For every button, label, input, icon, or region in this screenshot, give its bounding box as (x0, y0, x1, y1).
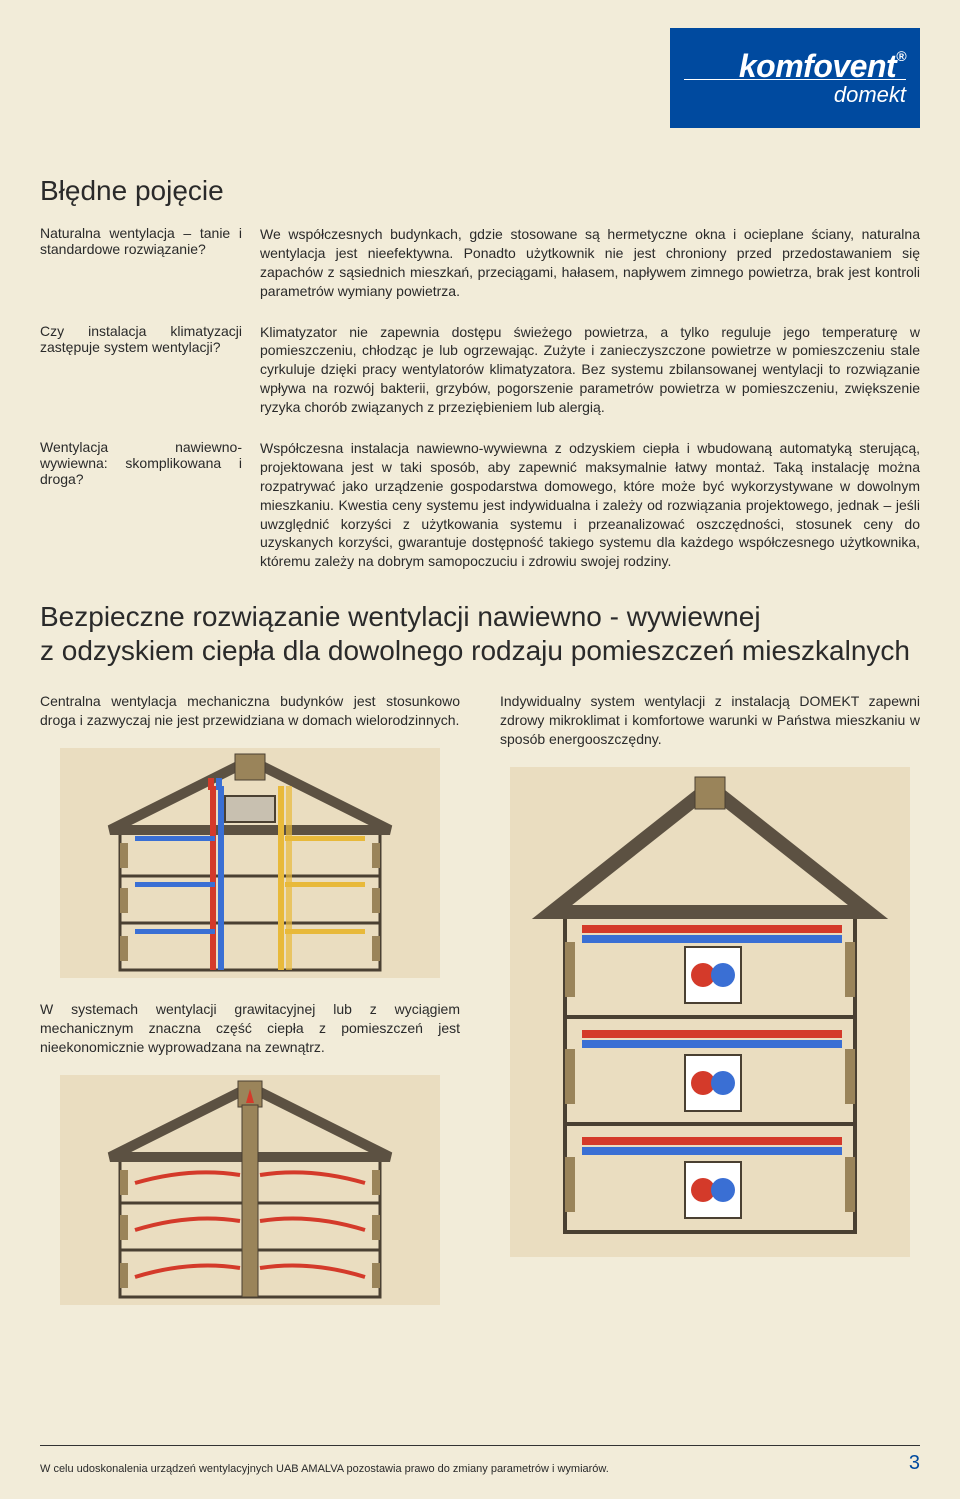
section2: Bezpieczne rozwiązanie wentylacji nawiew… (40, 601, 920, 1304)
logo-reg: ® (896, 48, 906, 64)
house-gravity-diagram (60, 1075, 440, 1305)
qa-row-1: Naturalna wentylacja – tanie i standardo… (40, 225, 920, 301)
logo-brand-text: komfovent® (739, 48, 906, 85)
left-p1: Centralna wentylacja mechaniczna budynkó… (40, 692, 460, 730)
answer-1: We współczesnych budynkach, gdzie stosow… (260, 225, 920, 301)
answer-2: Klimatyzator nie zapewnia dostępu świeże… (260, 323, 920, 417)
section2-title-line1: Bezpieczne rozwiązanie wentylacji nawiew… (40, 601, 920, 633)
house-central-diagram (60, 748, 440, 978)
columns: Centralna wentylacja mechaniczna budynkó… (40, 692, 920, 1304)
answer-3: Współczesna instalacja nawiewno-wywiewna… (260, 439, 920, 571)
qa-row-2: Czy instalacja klimatyzacji zastępuje sy… (40, 323, 920, 417)
qa-row-3: Wentylacja nawiewno-wywiewna: skomplikow… (40, 439, 920, 571)
right-column: Indywidualny system wentylacji z instala… (500, 692, 920, 1304)
logo-brand: komfovent (739, 48, 896, 84)
left-column: Centralna wentylacja mechaniczna budynkó… (40, 692, 460, 1304)
question-1: Naturalna wentylacja – tanie i standardo… (40, 225, 260, 301)
brand-logo: komfovent® domekt (670, 28, 920, 128)
house-domekt-diagram (510, 767, 910, 1257)
left-p2: W systemach wentylacji grawitacyjnej lub… (40, 1000, 460, 1057)
footer-disclaimer: W celu udoskonalenia urządzeń wentylacyj… (40, 1463, 609, 1475)
question-2: Czy instalacja klimatyzacji zastępuje sy… (40, 323, 260, 417)
page-footer: W celu udoskonalenia urządzeń wentylacyj… (40, 1445, 920, 1475)
question-3: Wentylacja nawiewno-wywiewna: skomplikow… (40, 439, 260, 571)
page-number: 3 (909, 1452, 920, 1475)
section2-title-line2: z odzyskiem ciepła dla dowolnego rodzaju… (40, 635, 920, 667)
right-p1: Indywidualny system wentylacji z instala… (500, 692, 920, 749)
